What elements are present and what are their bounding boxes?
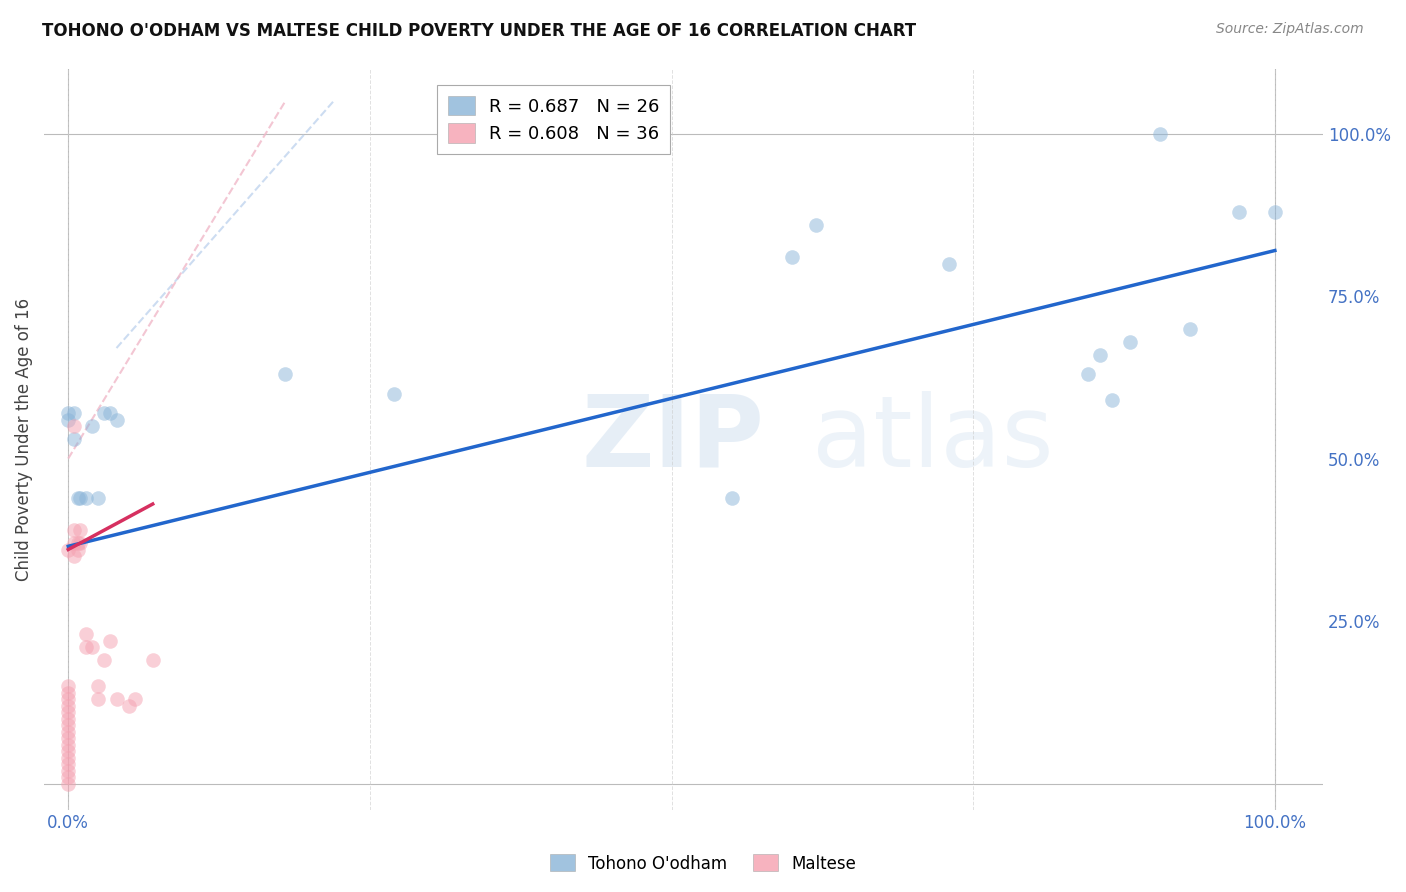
- Point: [63, 536, 86, 550]
- Point: [58, 776, 80, 790]
- Point: [938, 256, 960, 270]
- Point: [63, 406, 86, 420]
- Point: [93, 406, 115, 420]
- Point: [100, 406, 122, 420]
- Point: [1101, 392, 1123, 407]
- Point: [87, 679, 110, 693]
- Text: atlas: atlas: [811, 391, 1053, 488]
- Point: [63, 523, 86, 537]
- Point: [75, 627, 97, 641]
- Point: [58, 712, 80, 726]
- Point: [274, 367, 297, 381]
- Point: [105, 412, 128, 426]
- Point: [63, 432, 86, 446]
- Point: [82, 419, 104, 434]
- Point: [58, 750, 80, 764]
- Point: [58, 679, 80, 693]
- Point: [66, 536, 89, 550]
- Point: [58, 542, 80, 557]
- Point: [1119, 334, 1142, 349]
- Point: [382, 386, 405, 401]
- Point: [63, 549, 86, 563]
- Point: [63, 419, 86, 434]
- Text: ZIP: ZIP: [581, 391, 765, 488]
- Point: [117, 698, 139, 713]
- Point: [75, 640, 97, 654]
- Point: [58, 705, 80, 719]
- Point: [1088, 347, 1111, 361]
- Point: [1077, 367, 1099, 381]
- Point: [66, 491, 89, 505]
- Point: [1149, 127, 1171, 141]
- Point: [69, 536, 91, 550]
- Legend: Tohono O'odham, Maltese: Tohono O'odham, Maltese: [544, 847, 862, 880]
- Point: [1264, 204, 1286, 219]
- Point: [75, 491, 97, 505]
- Point: [1180, 321, 1202, 335]
- Legend: R = 0.687   N = 26, R = 0.608   N = 36: R = 0.687 N = 26, R = 0.608 N = 36: [437, 85, 671, 153]
- Point: [93, 653, 115, 667]
- Point: [58, 406, 80, 420]
- Point: [58, 744, 80, 758]
- Point: [58, 731, 80, 745]
- Point: [82, 640, 104, 654]
- Point: [58, 764, 80, 778]
- Point: [58, 770, 80, 784]
- Text: TOHONO O'ODHAM VS MALTESE CHILD POVERTY UNDER THE AGE OF 16 CORRELATION CHART: TOHONO O'ODHAM VS MALTESE CHILD POVERTY …: [42, 22, 917, 40]
- Point: [142, 653, 165, 667]
- Point: [1227, 204, 1250, 219]
- Point: [780, 250, 803, 264]
- Point: [58, 738, 80, 752]
- Point: [58, 692, 80, 706]
- Y-axis label: Child Poverty Under the Age of 16: Child Poverty Under the Age of 16: [15, 297, 32, 581]
- Point: [58, 724, 80, 739]
- Point: [69, 523, 91, 537]
- Point: [87, 491, 110, 505]
- Point: [58, 757, 80, 772]
- Point: [124, 692, 146, 706]
- Point: [105, 692, 128, 706]
- Point: [100, 633, 122, 648]
- Text: Source: ZipAtlas.com: Source: ZipAtlas.com: [1216, 22, 1364, 37]
- Point: [806, 218, 828, 232]
- Point: [58, 698, 80, 713]
- Point: [87, 692, 110, 706]
- Point: [58, 412, 80, 426]
- Point: [58, 685, 80, 699]
- Point: [66, 542, 89, 557]
- Point: [721, 491, 744, 505]
- Point: [69, 491, 91, 505]
- Point: [58, 718, 80, 732]
